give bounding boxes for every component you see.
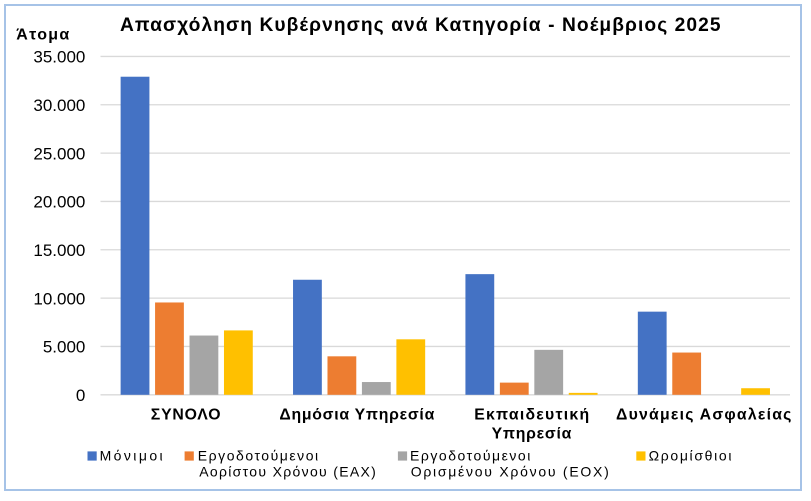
- svg-text:Δυνάμεις Ασφαλείας: Δυνάμεις Ασφαλείας: [616, 406, 793, 423]
- svg-text:Δημόσια Υπηρεσία: Δημόσια Υπηρεσία: [279, 406, 435, 423]
- svg-text:15.000: 15.000: [33, 241, 85, 260]
- svg-text:20.000: 20.000: [33, 193, 85, 212]
- svg-text:Εργοδοτούμενοι: Εργοδοτούμενοι: [410, 448, 532, 464]
- svg-text:30.000: 30.000: [33, 96, 85, 115]
- svg-text:Εργοδοτούμενοι: Εργοδοτούμενοι: [198, 448, 320, 464]
- svg-text:5.000: 5.000: [43, 338, 86, 357]
- svg-text:Υπηρεσία: Υπηρεσία: [492, 426, 572, 443]
- svg-text:Ορισμένου Χρόνου (ΕΟΧ): Ορισμένου Χρόνου (ΕΟΧ): [411, 464, 611, 480]
- svg-text:Απασχόληση Κυβέρνησης ανά Κατη: Απασχόληση Κυβέρνησης ανά Κατηγορία - Νο…: [120, 15, 722, 36]
- svg-text:Μόνιμοι: Μόνιμοι: [100, 448, 165, 464]
- svg-text:35.000: 35.000: [33, 48, 85, 67]
- svg-text:10.000: 10.000: [33, 289, 85, 308]
- svg-text:Αορίστου Χρόνου (ΕΑΧ): Αορίστου Χρόνου (ΕΑΧ): [199, 464, 377, 480]
- svg-text:Άτομα: Άτομα: [16, 27, 70, 44]
- svg-text:Ωρομίσθιοι: Ωρομίσθιοι: [649, 448, 734, 464]
- svg-text:ΣΥΝΟΛΟ: ΣΥΝΟΛΟ: [151, 406, 222, 423]
- svg-text:0: 0: [76, 386, 85, 405]
- svg-text:25.000: 25.000: [33, 144, 85, 163]
- svg-text:Εκπαιδευτική: Εκπαιδευτική: [474, 406, 590, 423]
